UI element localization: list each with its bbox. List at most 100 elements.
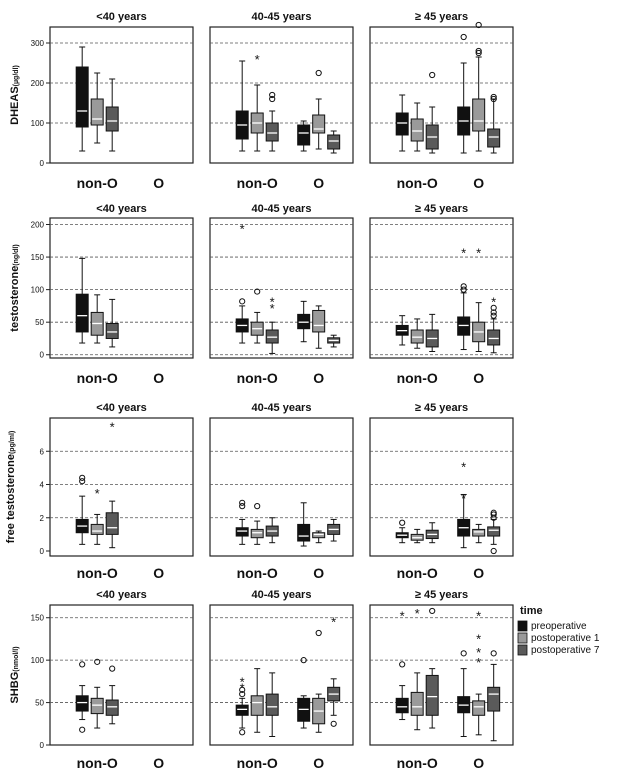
category-label: non-O	[397, 175, 438, 191]
y-tick-label: 4	[40, 481, 45, 490]
panel-title: <40 years	[96, 11, 146, 23]
box-iqr	[251, 529, 263, 537]
outlier-star: *	[255, 52, 260, 67]
legend-entry-label: preoperative	[531, 621, 587, 632]
panel-frame	[210, 218, 353, 358]
box-iqr	[106, 107, 118, 131]
category-label: O	[313, 370, 324, 386]
legend-entry-label: postoperative 7	[531, 645, 600, 656]
category-label: non-O	[77, 175, 118, 191]
outlier-star: *	[461, 460, 466, 475]
panel-frame	[50, 418, 193, 556]
box-iqr	[488, 330, 500, 345]
outlier-star: *	[331, 614, 336, 629]
panel-title: <40 years	[96, 589, 146, 601]
panel-frame	[50, 27, 193, 163]
y-axis-label-unit: (nmol/l)	[13, 646, 20, 671]
box-iqr	[313, 310, 325, 331]
figure-boxplots: DHEAS(µg/dl)<40 years0100200300non-O O40-…	[0, 0, 621, 777]
category-label: O	[153, 755, 164, 771]
y-tick-label: 2	[40, 514, 45, 523]
y-tick-label: 50	[35, 318, 44, 327]
category-label: O	[153, 370, 164, 386]
y-axis-label-name: SHBG	[9, 672, 21, 704]
panel-frame	[50, 605, 193, 745]
box-iqr	[396, 698, 408, 712]
y-tick-label: 200	[31, 79, 45, 88]
panel-2-2: 40-45 yearsnon-O***O	[210, 203, 353, 386]
legend-entry-label: postoperative 1	[531, 633, 600, 644]
panel-1-2: 40-45 yearsnon-O*O	[210, 11, 353, 191]
y-axis-label-unit: (µg/dl)	[13, 65, 20, 86]
outlier-star: *	[240, 675, 245, 690]
panel-frame	[50, 218, 193, 358]
panel-title: ≥ 45 years	[415, 589, 468, 601]
category-label: non-O	[237, 755, 278, 771]
outlier-star: *	[95, 486, 100, 501]
y-axis-label-unit: (pg/ml)	[9, 431, 16, 454]
category-label: O	[153, 175, 164, 191]
box-iqr	[411, 692, 423, 715]
panel-title: ≥ 45 years	[415, 203, 468, 215]
outlier-star: *	[270, 294, 275, 309]
outlier-star: *	[491, 294, 496, 309]
y-axis-label-unit: (ng/dl)	[13, 244, 20, 265]
box-iqr	[488, 129, 500, 147]
category-label: non-O	[237, 565, 278, 581]
box-iqr	[251, 696, 263, 716]
y-tick-label: 200	[31, 221, 45, 230]
y-axis-label: DHEAS(µg/dl)	[9, 65, 21, 125]
box-iqr	[91, 524, 103, 534]
panel-3-1: <40 years0246non-O**O	[40, 402, 193, 581]
category-label: non-O	[77, 755, 118, 771]
box-iqr	[298, 524, 310, 541]
y-axis-label: SHBG(nmol/l)	[9, 646, 21, 703]
box-iqr	[106, 323, 118, 338]
outlier-star: *	[415, 606, 420, 621]
outlier-star: *	[240, 221, 245, 236]
box-iqr	[106, 513, 118, 535]
box-iqr	[458, 317, 470, 335]
legend: time preoperativepostoperative 1postopera…	[518, 605, 600, 656]
panel-title: 40-45 years	[252, 402, 312, 414]
category-label: non-O	[237, 370, 278, 386]
category-label: O	[313, 755, 324, 771]
category-label: non-O	[397, 565, 438, 581]
legend-swatch	[518, 633, 527, 643]
y-tick-label: 6	[40, 447, 45, 456]
box-iqr	[411, 119, 423, 141]
outlier-star: *	[476, 631, 481, 646]
y-tick-label: 0	[40, 741, 45, 750]
y-axis-label-name: testosterone	[9, 266, 21, 332]
box-iqr	[488, 527, 500, 536]
box-iqr	[266, 694, 278, 715]
y-tick-label: 100	[31, 119, 45, 128]
y-tick-label: 100	[31, 286, 45, 295]
box-iqr	[411, 330, 423, 343]
box-iqr	[473, 701, 485, 715]
outlier-star: *	[476, 645, 481, 660]
panel-title: 40-45 years	[252, 589, 312, 601]
box-iqr	[473, 99, 485, 131]
category-label: O	[153, 565, 164, 581]
category-label: O	[473, 755, 484, 771]
y-axis-label-name: free testosterone	[5, 454, 17, 543]
box-iqr	[328, 135, 340, 149]
category-label: non-O	[397, 370, 438, 386]
panel-2-1: <40 years 0 50 100 150 200 non-O O	[31, 203, 193, 386]
outlier-star: *	[461, 491, 466, 506]
legend-title: time	[520, 605, 543, 617]
panel-title: 40-45 years	[252, 203, 312, 215]
chart-row-4: SHBG(nmol/l) <40 years 0 50 100 150 non-O O 40-4…	[9, 589, 513, 771]
panel-title: <40 years	[96, 402, 146, 414]
panel-4-1: <40 years050100150non-O O	[31, 589, 193, 771]
box-iqr	[266, 123, 278, 141]
panel-3-3: ≥ 45 yearsnon-O O**	[370, 402, 513, 581]
category-label: non-O	[397, 755, 438, 771]
outlier-star: *	[461, 246, 466, 261]
panel-frame	[370, 605, 513, 745]
box-iqr	[91, 99, 103, 125]
y-axis-label: free testosterone(pg/ml)	[5, 431, 17, 544]
